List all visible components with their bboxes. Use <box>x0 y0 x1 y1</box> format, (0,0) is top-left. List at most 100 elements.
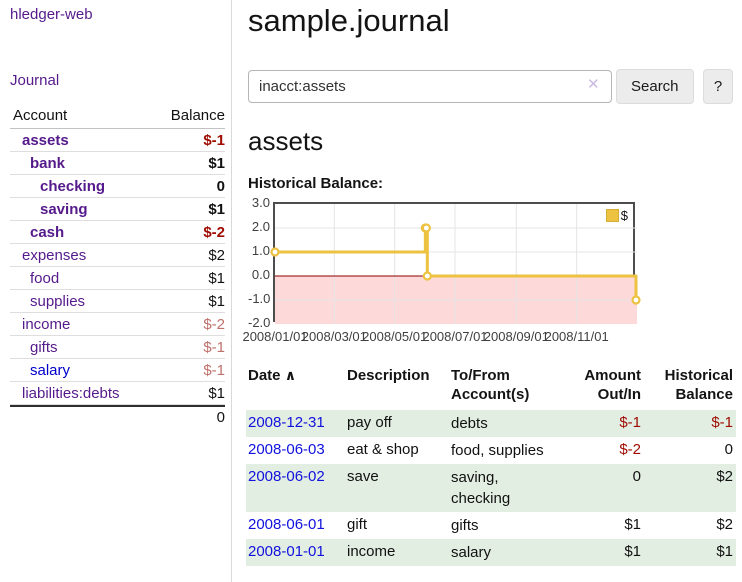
register-header-accounts: To/From Account(s) <box>451 367 530 403</box>
transaction-balance: $1 <box>651 539 736 566</box>
x-axis-tick-label: 2008/03/01 <box>301 329 367 344</box>
account-link-assets[interactable]: assets <box>22 131 69 149</box>
account-row: supplies $1 <box>10 290 225 313</box>
x-axis-tick-label: 2008/01/01 <box>242 329 308 344</box>
y-axis-tick-label: 0.0 <box>251 267 270 282</box>
transaction-amount: 0 <box>581 464 651 512</box>
balance-column-header: Balance <box>170 107 225 124</box>
transaction-row: 2008-06-03 eat & shop food, supplies $-2… <box>246 437 736 464</box>
y-axis-tick-label: -2.0 <box>248 315 271 330</box>
account-row: cash $-2 <box>10 221 225 244</box>
x-axis-tick-label: 2008/05/01 <box>362 329 428 344</box>
legend-label: $ <box>620 208 628 223</box>
account-link-income[interactable]: income <box>22 315 71 333</box>
sort-ascending-icon: ∧ <box>284 367 297 383</box>
transaction-row: 2008-12-31 pay off debts $-1 $-1 <box>246 410 736 437</box>
account-balance: $1 <box>208 384 225 402</box>
transaction-date-link[interactable]: 2008-06-02 <box>248 468 325 485</box>
account-balance: $-2 <box>203 315 225 333</box>
account-row: income $-2 <box>10 313 225 336</box>
y-axis-tick-label: 3.0 <box>251 195 270 210</box>
transaction-amount: $-2 <box>619 441 641 458</box>
transaction-amount: $-1 <box>581 410 651 437</box>
account-balance: $1 <box>208 200 225 218</box>
account-balance: 0 <box>216 177 225 195</box>
y-axis-tick-label: 1.0 <box>251 243 270 258</box>
transaction-date-link[interactable]: 2008-06-03 <box>248 441 325 458</box>
historical-balance-chart: $ 3.0 2.0 1.0 0.0 -1.0 -2.0 2008/01/01 2008/03… <box>242 195 728 350</box>
clear-search-icon[interactable]: ✕ <box>587 76 600 93</box>
transaction-description: pay off <box>345 410 449 437</box>
account-balance: $2 <box>208 246 225 264</box>
account-balance: $1 <box>208 154 225 172</box>
accounts-table-header: Account Balance <box>10 103 225 129</box>
account-row: salary $-1 <box>10 359 225 382</box>
transaction-date-link[interactable]: 2008-06-01 <box>248 516 325 533</box>
account-link-checking[interactable]: checking <box>40 177 106 195</box>
transaction-accounts: gifts <box>451 517 479 534</box>
transaction-amount: $1 <box>624 516 641 533</box>
account-row: bank $1 <box>10 152 225 175</box>
account-row: assets $-1 <box>10 129 225 152</box>
accounts-balance-table: Account Balance assets $-1 bank $1 checkin… <box>10 103 225 428</box>
account-link-saving[interactable]: saving <box>40 200 88 218</box>
account-link-gifts[interactable]: gifts <box>30 338 58 356</box>
transaction-description: save <box>345 464 449 512</box>
legend-swatch-icon <box>605 209 619 222</box>
transaction-row: 2008-01-01 income salary $1 $1 <box>246 539 736 566</box>
chart-heading: Historical Balance: <box>248 175 384 192</box>
search-button[interactable]: Search <box>616 69 694 104</box>
chart-canvas <box>270 204 641 324</box>
help-button[interactable]: ? <box>703 69 733 104</box>
accounts-total-value: 0 <box>216 409 225 426</box>
register-header-date[interactable]: Date ∧ <box>246 364 345 410</box>
chart-legend: $ <box>605 208 628 223</box>
account-row: liabilities:debts $1 <box>10 382 225 405</box>
account-balance: $-1 <box>203 361 225 379</box>
date-header-label: Date <box>248 367 281 384</box>
account-balance: $1 <box>208 269 225 287</box>
account-row: saving $1 <box>10 198 225 221</box>
account-row: checking 0 <box>10 175 225 198</box>
transaction-accounts: salary <box>449 539 581 566</box>
account-link-liabilities-debts[interactable]: liabilities:debts <box>22 384 120 402</box>
transaction-accounts: saving, checking <box>449 464 581 512</box>
y-axis-tick-label: -1.0 <box>248 291 271 306</box>
y-axis-tick-label: 2.0 <box>251 219 270 234</box>
transaction-row: 2008-06-01 gift gifts $1 $2 <box>246 512 736 539</box>
x-axis-tick-label: 2008/11/01 <box>544 329 609 344</box>
transaction-row: 2008-06-02 save saving, checking 0 $2 <box>246 464 736 512</box>
account-link-food[interactable]: food <box>30 269 60 287</box>
transaction-accounts: debts <box>449 410 581 437</box>
account-balance: $-1 <box>203 338 225 356</box>
transaction-date-link[interactable]: 2008-01-01 <box>248 543 325 560</box>
account-balance: $-1 <box>203 131 225 149</box>
x-axis-tick-label: 2008/07/01 <box>422 329 488 344</box>
account-link-cash[interactable]: cash <box>30 223 65 241</box>
search-input[interactable] <box>248 70 612 103</box>
chart-plot-area[interactable]: $ <box>270 202 641 324</box>
account-column-header: Account <box>13 107 68 124</box>
main-content: sample.journal ✕ Search ? assets Histori… <box>242 0 742 582</box>
x-axis-tick-label: 2008/09/01 <box>483 329 549 344</box>
transaction-balance: $2 <box>716 516 733 533</box>
transaction-date-link[interactable]: 2008-12-31 <box>248 414 325 431</box>
accounts-total-row: 0 <box>10 405 225 428</box>
register-header-row: Date ∧ Description To/From Account(s) Am… <box>246 364 736 410</box>
account-link-salary[interactable]: salary <box>30 361 71 379</box>
account-link-bank[interactable]: bank <box>30 154 66 172</box>
account-link-expenses[interactable]: expenses <box>22 246 87 264</box>
account-balance: $1 <box>208 292 225 310</box>
transaction-balance: $2 <box>651 464 736 512</box>
register-table: Date ∧ Description To/From Account(s) Am… <box>246 364 736 566</box>
account-heading: assets <box>248 126 324 156</box>
account-link-supplies[interactable]: supplies <box>30 292 86 310</box>
transaction-accounts: food, supplies <box>451 442 544 459</box>
account-row: expenses $2 <box>10 244 225 267</box>
transaction-amount: $1 <box>581 539 651 566</box>
account-row: gifts $-1 <box>10 336 225 359</box>
app-title-link[interactable]: hledger-web <box>10 6 93 23</box>
sidebar-item-journal[interactable]: Journal <box>10 72 60 89</box>
transaction-description: income <box>345 539 449 566</box>
transaction-description: gift <box>347 516 368 533</box>
